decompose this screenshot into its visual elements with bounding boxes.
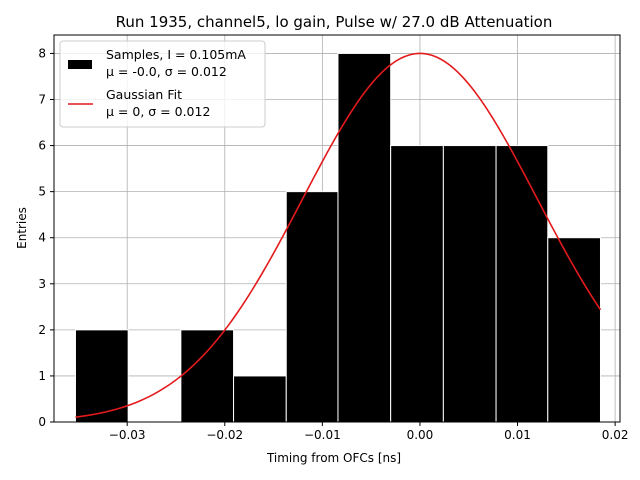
y-tick-label-7: 7: [38, 93, 46, 107]
x-tick-label-0: −0.03: [109, 428, 146, 442]
histogram-bar-5: [337, 52, 392, 423]
x-tick-label-2: −0.01: [304, 428, 341, 442]
chart-title: Run 1935, channel5, lo gain, Pulse w/ 27…: [116, 13, 553, 31]
legend-box: [59, 40, 266, 128]
legend-fit-label: Gaussian Fit: [106, 87, 182, 102]
y-tick-label-5: 5: [38, 185, 46, 199]
y-tick-label-1: 1: [38, 369, 46, 383]
y-tick-label-3: 3: [38, 277, 46, 291]
histogram-bar-2: [180, 329, 235, 423]
plot-frame: [53, 34, 621, 423]
legend-samples-stats: μ = -0.0, σ = 0.012: [106, 64, 227, 79]
y-axis-ticks: 0 1 2 3 4 5 6 7 8: [38, 46, 54, 429]
x-tick-label-5: 0.02: [602, 428, 629, 442]
y-tick-label-2: 2: [38, 323, 46, 337]
plot-area: [53, 34, 621, 423]
y-tick-label-8: 8: [38, 46, 46, 60]
legend-samples-swatch: [68, 60, 92, 69]
y-tick-label-4: 4: [38, 231, 46, 245]
x-axis-label: Timing from OFCs [ns]: [266, 451, 401, 465]
histogram-bar-3: [233, 375, 287, 423]
y-axis-label: Entries: [15, 207, 29, 249]
x-tick-label-3: 0.00: [407, 428, 434, 442]
x-tick-label-4: 0.01: [504, 428, 531, 442]
y-tick-label-0: 0: [38, 415, 46, 429]
histogram-bar-9: [547, 237, 601, 423]
histogram-bar-7: [442, 145, 497, 423]
histogram-bar-6: [390, 145, 444, 423]
histogram-bar-0: [74, 329, 129, 423]
legend-samples-label: Samples, I = 0.105mA: [106, 47, 246, 62]
histogram-bar-8: [495, 145, 549, 423]
x-tick-label-1: −0.02: [206, 428, 243, 442]
histogram-bar-4: [285, 191, 339, 423]
y-tick-label-6: 6: [38, 139, 46, 153]
histogram-bars: [74, 52, 601, 423]
x-axis-ticks: −0.03 −0.02 −0.01 0.00 0.01 0.02: [109, 422, 629, 442]
legend: Samples, I = 0.105mA μ = -0.0, σ = 0.012…: [59, 40, 266, 128]
gaussian-fit-curve: [75, 52, 602, 418]
legend-fit-stats: μ = 0, σ = 0.012: [106, 104, 210, 119]
